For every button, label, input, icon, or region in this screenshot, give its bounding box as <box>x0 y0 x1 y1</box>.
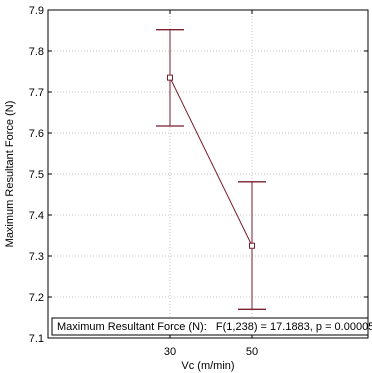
y-tick-label: 7.4 <box>29 210 44 222</box>
y-tick-label: 7.3 <box>29 251 44 263</box>
y-tick-label: 7.2 <box>29 292 44 304</box>
series <box>156 29 266 310</box>
annotation-text: Maximum Resultant Force (N): F(1,238) = … <box>57 321 372 333</box>
annotation-box: Maximum Resultant Force (N): F(1,238) = … <box>51 317 372 336</box>
y-tick-label: 7.5 <box>29 169 44 181</box>
data-point <box>249 242 255 249</box>
x-tick-label: 30 <box>164 346 176 358</box>
x-axis-title: Vc (m/min) <box>181 360 234 372</box>
x-tick-label: 50 <box>246 346 258 358</box>
y-tick-label: 7.8 <box>29 46 44 58</box>
series-line <box>169 77 253 246</box>
x-axis-ticks: 30 50 <box>164 10 258 358</box>
data-point <box>167 74 173 81</box>
y-tick-label: 7.6 <box>29 128 44 140</box>
y-tick-label: 7.1 <box>29 333 44 345</box>
grid-lines <box>48 10 368 338</box>
y-tick-label: 7.7 <box>29 87 44 99</box>
y-axis-title: Maximum Resultant Force (N) <box>4 101 16 248</box>
y-tick-label: 7.9 <box>29 5 44 17</box>
y-axis-ticks: 7.1 7.2 7.3 7.4 7.5 7.6 7.7 7.8 7.9 <box>29 5 368 345</box>
